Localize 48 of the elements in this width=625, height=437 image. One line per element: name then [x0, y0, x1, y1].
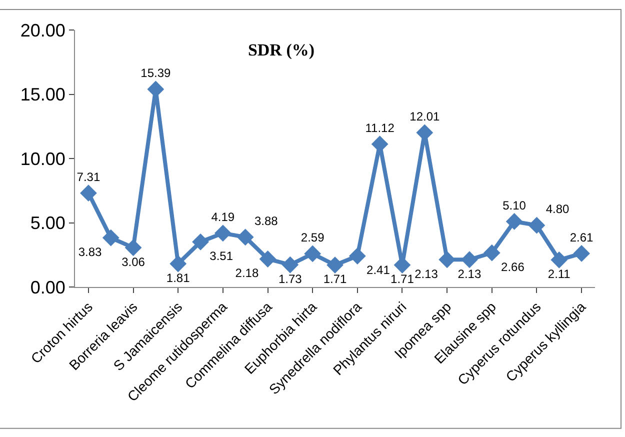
- data-label: 1.71: [323, 272, 347, 286]
- data-label: 2.13: [414, 266, 438, 281]
- point: [506, 213, 523, 230]
- text: SDR (%): [248, 40, 315, 60]
- y-tick-label: 20.00: [20, 20, 66, 40]
- point: [461, 251, 478, 268]
- data-label: 2.18: [235, 266, 259, 280]
- data-label: 2.66: [501, 260, 525, 274]
- point: [326, 256, 344, 274]
- point: [282, 256, 299, 274]
- y-tick-label: 0.00: [30, 277, 66, 298]
- point: [438, 251, 456, 268]
- point: [214, 224, 232, 242]
- point: [304, 245, 322, 262]
- data-label: 2.59: [300, 230, 325, 245]
- data-label: 7.31: [76, 170, 100, 184]
- data-label: 12.01: [410, 110, 440, 124]
- point: [192, 233, 209, 250]
- data-label: 1.73: [278, 272, 302, 286]
- point: [573, 245, 590, 262]
- data-label: 2.13: [458, 266, 482, 281]
- data-label: 2.61: [570, 230, 594, 244]
- point: [170, 255, 187, 272]
- point: [528, 216, 546, 234]
- point: [102, 229, 120, 246]
- data-label: 3.06: [122, 254, 146, 269]
- data-label: 4.80: [546, 202, 570, 216]
- point: [80, 184, 97, 202]
- point: [550, 251, 568, 268]
- data-label: 2.41: [366, 263, 390, 278]
- point: [483, 244, 500, 262]
- data-label: 5.10: [502, 198, 526, 212]
- y-tick-label: 10.00: [20, 148, 66, 169]
- data-label: 3.83: [78, 244, 102, 259]
- point: [124, 239, 142, 256]
- point: [348, 248, 366, 264]
- data-label: 1.81: [166, 270, 190, 285]
- data-label: 2.11: [548, 267, 571, 282]
- data-label: 15.39: [140, 66, 172, 80]
- point: [236, 228, 254, 246]
- data-label: 11.12: [365, 120, 395, 135]
- y-tick-label: 15.00: [20, 84, 66, 105]
- point: [259, 250, 276, 268]
- y-tick-label: 5.00: [30, 213, 66, 234]
- data-label: 1.71: [390, 272, 414, 286]
- data-label: 4.19: [211, 210, 235, 224]
- data-label: 3.51: [210, 249, 234, 264]
- data-label: 3.88: [254, 214, 278, 228]
